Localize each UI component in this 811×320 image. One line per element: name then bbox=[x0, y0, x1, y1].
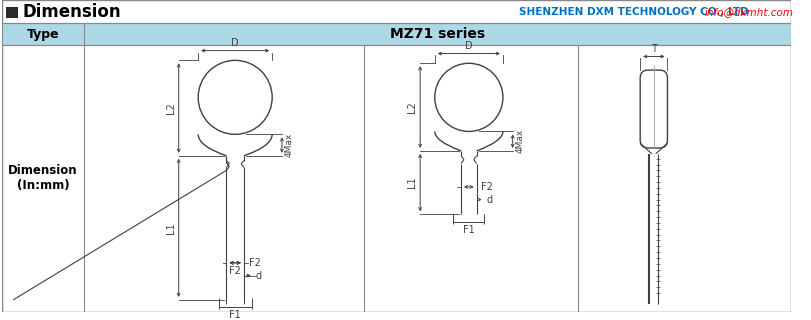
Text: (In:mm): (In:mm) bbox=[16, 180, 69, 192]
Bar bbox=[6, 7, 18, 19]
Text: L1: L1 bbox=[165, 222, 176, 234]
Text: d: d bbox=[255, 270, 262, 281]
Text: T: T bbox=[651, 44, 657, 53]
Text: L1: L1 bbox=[407, 177, 417, 188]
Text: F1: F1 bbox=[463, 225, 474, 235]
Text: Dimension: Dimension bbox=[8, 164, 78, 177]
Text: SHENZHEN DXM TECHNOLOGY CO., LTD: SHENZHEN DXM TECHNOLOGY CO., LTD bbox=[520, 7, 749, 17]
Text: d: d bbox=[487, 195, 492, 204]
Text: F2: F2 bbox=[230, 266, 241, 276]
Text: Type: Type bbox=[27, 28, 59, 41]
Text: MZ71 series: MZ71 series bbox=[390, 27, 485, 41]
Text: L2: L2 bbox=[407, 101, 417, 113]
Text: F1: F1 bbox=[230, 309, 241, 320]
Text: 4Max: 4Max bbox=[285, 133, 294, 157]
Text: F2: F2 bbox=[249, 258, 260, 268]
Text: D: D bbox=[465, 41, 473, 51]
Text: Dimension: Dimension bbox=[23, 3, 122, 21]
Text: D: D bbox=[231, 38, 239, 48]
Text: F2: F2 bbox=[481, 182, 492, 192]
Bar bbox=[2, 23, 791, 45]
Text: info@dxmht.com: info@dxmht.com bbox=[705, 7, 793, 17]
Text: L2: L2 bbox=[165, 102, 176, 114]
Text: 4Max: 4Max bbox=[516, 129, 525, 153]
